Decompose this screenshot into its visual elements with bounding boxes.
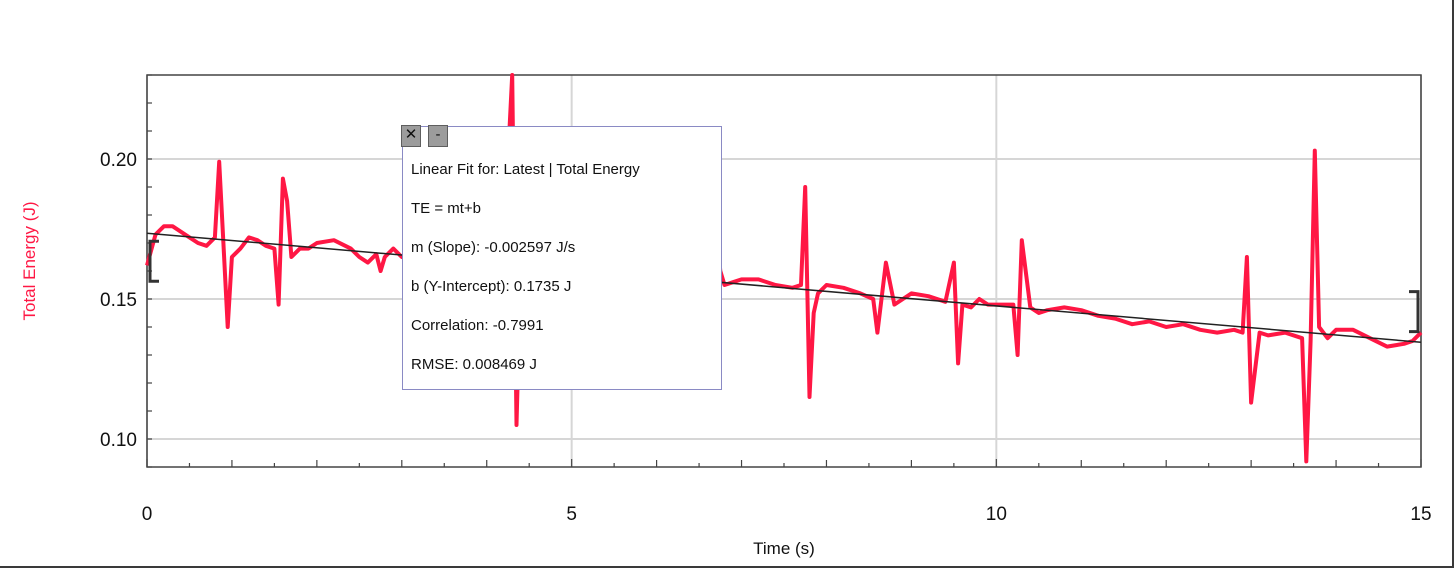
y-axis-title: Total Energy (J) — [20, 201, 39, 320]
x-tick-label: 5 — [566, 504, 577, 525]
linear-fit-box[interactable]: ✕ - Linear Fit for: Latest | Total Energ… — [401, 125, 722, 390]
linear-fit-line — [146, 232, 1422, 344]
fit-layer — [146, 232, 1422, 344]
fit-rmse: RMSE: 0.008469 J — [411, 356, 537, 373]
energy-series-line — [145, 73, 1423, 464]
fit-slope: m (Slope): -0.002597 J/s — [411, 239, 576, 256]
series-layer — [145, 73, 1423, 464]
fit-title: Linear Fit for: Latest | Total Energy — [411, 161, 640, 178]
fit-correlation: Correlation: -0.7991 — [411, 317, 544, 334]
x-tick-label: 0 — [142, 504, 153, 525]
minimize-fit-button[interactable]: - — [428, 125, 448, 147]
close-icon: ✕ — [404, 126, 418, 143]
y-tick-label: 0.15 — [100, 290, 137, 311]
minimize-icon: - — [435, 126, 441, 143]
plot-area[interactable] — [146, 74, 1422, 468]
tick-labels: 0 5 10 15 0.10 0.15 0.20 — [100, 150, 1432, 525]
fit-intercept: b (Y-Intercept): 0.1735 J — [411, 278, 572, 295]
y-tick-label: 0.20 — [100, 150, 137, 171]
close-fit-button[interactable]: ✕ — [401, 125, 421, 147]
left-selection-bracket — [148, 239, 159, 283]
x-tick-label: 10 — [986, 504, 1007, 525]
fit-equation: TE = mt+b — [411, 200, 482, 217]
x-tick-label: 15 — [1410, 504, 1431, 525]
x-axis-title: Time (s) — [753, 539, 815, 558]
minor-ticks — [146, 74, 1422, 468]
selection-brackets[interactable] — [148, 239, 1420, 334]
right-selection-bracket — [1409, 290, 1420, 334]
grid-lines — [146, 75, 1422, 467]
y-tick-label: 0.10 — [100, 430, 137, 451]
